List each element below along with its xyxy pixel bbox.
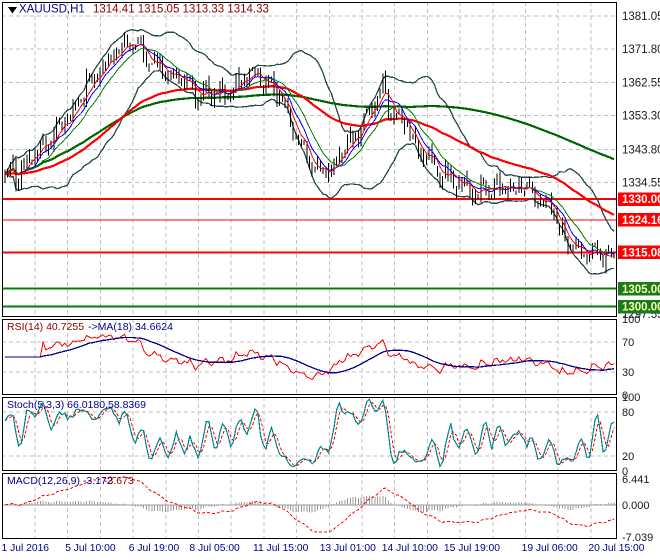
svg-text:1381.05: 1381.05	[622, 11, 660, 23]
svg-text:15 Jul 19:00: 15 Jul 19:00	[444, 543, 500, 554]
svg-text:1315.08: 1315.08	[622, 248, 660, 260]
svg-text:1 Jul 2016: 1 Jul 2016	[2, 543, 50, 554]
svg-text:RSI(14) 40.7255: RSI(14) 40.7255	[7, 321, 84, 333]
svg-text:->MA(18) 34.6624: ->MA(18) 34.6624	[88, 321, 173, 333]
svg-text:1334.55: 1334.55	[622, 178, 660, 190]
svg-text:100: 100	[622, 314, 640, 326]
svg-text:14 Jul 10:00: 14 Jul 10:00	[382, 543, 438, 554]
svg-text:1330.00: 1330.00	[622, 194, 660, 206]
svg-text:80: 80	[622, 407, 634, 419]
svg-text:-3.673: -3.673	[104, 475, 134, 487]
svg-text:1305.00: 1305.00	[622, 284, 660, 296]
svg-text:1371.80: 1371.80	[622, 44, 660, 56]
svg-text:6 Jul 19:00: 6 Jul 19:00	[129, 543, 180, 554]
svg-text:XAUUSD,H1: XAUUSD,H1	[19, 4, 85, 16]
svg-text:6.441: 6.441	[622, 474, 650, 486]
svg-text:19 Jul 06:00: 19 Jul 06:00	[522, 543, 578, 554]
svg-text:70: 70	[622, 337, 634, 349]
svg-text:0.000: 0.000	[622, 500, 650, 512]
svg-text:20: 20	[622, 451, 634, 463]
svg-text:1324.16: 1324.16	[622, 215, 660, 227]
svg-text:30: 30	[622, 367, 634, 379]
svg-text:1343.80: 1343.80	[622, 145, 660, 157]
svg-text:100: 100	[622, 392, 640, 404]
svg-text:1362.55: 1362.55	[622, 77, 660, 89]
svg-text:20 Jul 15:00: 20 Jul 15:00	[588, 543, 644, 554]
svg-text:Stoch(5,3,3) 66.0180,58.8369: Stoch(5,3,3) 66.0180,58.8369	[7, 399, 146, 411]
svg-text:1314.41 1315.05 1313.33 1314.3: 1314.41 1315.05 1313.33 1314.33	[93, 4, 269, 16]
svg-text:1300.00: 1300.00	[622, 302, 660, 314]
svg-text:13 Jul 01:00: 13 Jul 01:00	[320, 543, 376, 554]
svg-text:1353.30: 1353.30	[622, 111, 660, 123]
svg-text:5 Jul 10:00: 5 Jul 10:00	[65, 543, 116, 554]
svg-text:8 Jul 05:00: 8 Jul 05:00	[189, 543, 240, 554]
svg-text:11 Jul 15:00: 11 Jul 15:00	[253, 543, 309, 554]
svg-text:MACD(12,26,9) -3.172: MACD(12,26,9) -3.172	[7, 475, 113, 487]
